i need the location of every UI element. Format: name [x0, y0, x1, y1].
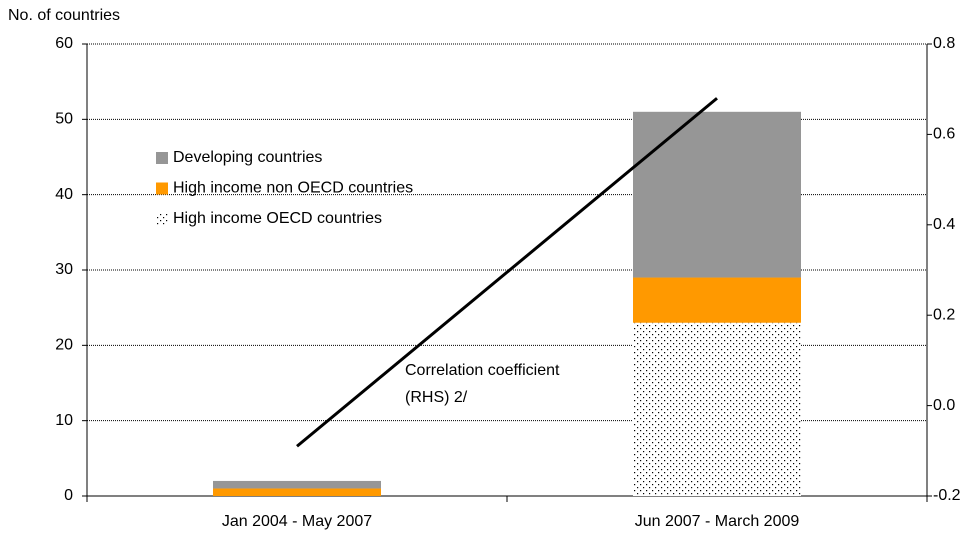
y2-tick-label: 0.8 [933, 35, 955, 52]
y-tick-label: 0 [64, 487, 73, 504]
x-tick-label: Jun 2007 - March 2009 [635, 513, 800, 530]
y-tick-label: 30 [55, 261, 73, 278]
bar [633, 277, 801, 323]
line-series [296, 97, 718, 448]
y-tick-label: 40 [55, 186, 73, 203]
annotation: Correlation coefficient [405, 362, 560, 379]
annotation: (RHS) 2/ [405, 389, 468, 406]
legend-label: High income OECD countries [173, 210, 382, 227]
y-axis-label: No. of countries [8, 7, 120, 24]
bar [213, 488, 381, 496]
y2-tick-label: 0.2 [933, 306, 955, 323]
legend-swatch [156, 213, 168, 225]
y2-tick-label: 0.6 [933, 126, 955, 143]
bar [633, 111, 801, 278]
bar [213, 480, 381, 489]
y2-tick-label: -0.2 [933, 487, 961, 504]
y-tick-label: 20 [55, 337, 73, 354]
y2-tick-label: 0.4 [933, 216, 955, 233]
legend-swatch [156, 152, 168, 164]
x-tick-label: Jan 2004 - May 2007 [222, 513, 372, 530]
y-tick-label: 60 [55, 35, 73, 52]
legend-label: High income non OECD countries [173, 180, 413, 197]
y-tick-label: 10 [55, 412, 73, 429]
y2-tick-label: 0.0 [933, 397, 955, 414]
legend-label: Developing countries [173, 149, 322, 166]
legend-swatch [156, 182, 168, 195]
y-tick-label: 50 [55, 111, 73, 128]
bar [633, 322, 801, 496]
